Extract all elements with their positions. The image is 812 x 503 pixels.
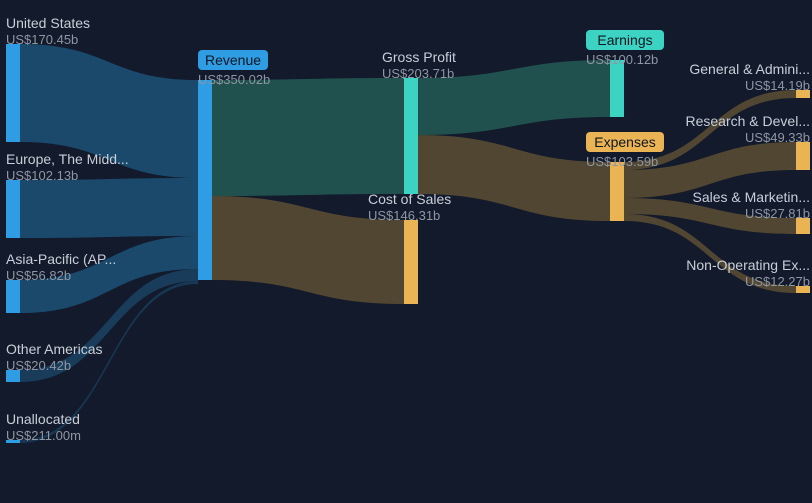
sankey-node[interactable] [610,162,624,221]
node-title: Asia-Pacific (AP... [6,251,116,267]
sankey-node[interactable] [6,44,20,142]
node-value: US$100.12b [586,52,658,67]
node-title: Cost of Sales [368,191,451,207]
sankey-chart: United StatesUS$170.45b Europe, The Midd.… [0,0,812,503]
node-title: Non-Operating Ex... [686,257,810,273]
node-value: US$211.00m [6,428,81,443]
node-title: Research & Devel... [686,113,811,129]
node-value: US$27.81b [745,206,810,221]
node-title: Other Americas [6,341,102,357]
node-value: US$146.31b [368,208,440,223]
sankey-node[interactable] [198,80,212,280]
node-title: Revenue [205,52,261,68]
node-value: US$20.42b [6,358,71,373]
node-title: Earnings [597,32,652,48]
node-title: Expenses [594,134,655,150]
node-value: US$102.13b [6,168,78,183]
node-title: Europe, The Midd... [6,151,129,167]
node-title: General & Admini... [689,61,810,77]
sankey-node[interactable] [404,220,418,304]
sankey-node[interactable] [6,280,20,313]
sankey-link [20,178,198,238]
node-value: US$12.27b [745,274,810,289]
node-title: Gross Profit [382,49,456,65]
node-value: US$49.33b [745,130,810,145]
node-value: US$350.02b [198,72,270,87]
node-value: US$14.19b [745,78,810,93]
node-value: US$103.59b [586,154,658,169]
node-value: US$170.45b [6,32,78,47]
sankey-node[interactable] [610,60,624,117]
node-title: United States [6,15,90,31]
node-value: US$203.71b [382,66,454,81]
node-value: US$56.82b [6,268,71,283]
sankey-link [212,78,404,196]
sankey-node[interactable] [404,78,418,194]
sankey-link [418,135,610,221]
node-title: Sales & Marketin... [693,189,811,205]
sankey-node[interactable] [796,142,810,170]
node-title: Unallocated [6,411,80,427]
sankey-node[interactable] [6,180,20,238]
